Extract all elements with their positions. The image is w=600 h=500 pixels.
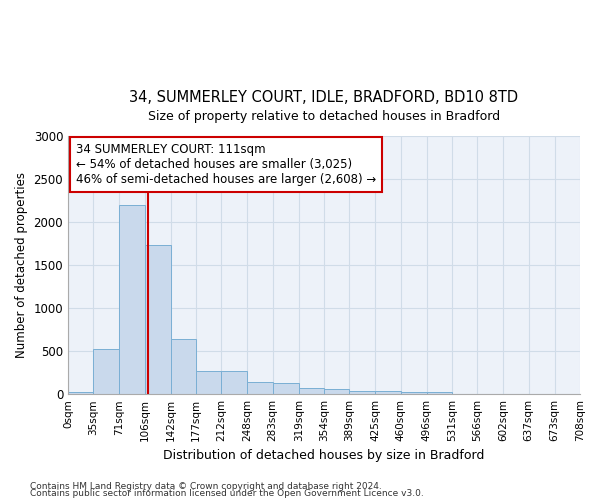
Bar [247, 382, 272, 394]
Bar [68, 392, 94, 394]
Bar [119, 205, 145, 394]
Bar [171, 339, 196, 394]
Bar [94, 350, 119, 394]
Bar [272, 384, 299, 394]
Y-axis label: Number of detached properties: Number of detached properties [15, 172, 28, 358]
Text: 34 SUMMERLEY COURT: 111sqm
← 54% of detached houses are smaller (3,025)
46% of s: 34 SUMMERLEY COURT: 111sqm ← 54% of deta… [76, 142, 376, 186]
Text: 34, SUMMERLEY COURT, IDLE, BRADFORD, BD10 8TD: 34, SUMMERLEY COURT, IDLE, BRADFORD, BD1… [130, 90, 518, 105]
Bar [221, 372, 247, 394]
Text: Size of property relative to detached houses in Bradford: Size of property relative to detached ho… [148, 110, 500, 124]
Text: Contains HM Land Registry data © Crown copyright and database right 2024.: Contains HM Land Registry data © Crown c… [30, 482, 382, 491]
Bar [324, 388, 349, 394]
X-axis label: Distribution of detached houses by size in Bradford: Distribution of detached houses by size … [163, 450, 485, 462]
Bar [349, 390, 376, 394]
Bar [376, 391, 401, 394]
Bar [145, 244, 171, 394]
Bar [299, 388, 324, 394]
Bar [401, 392, 427, 394]
Text: Contains public sector information licensed under the Open Government Licence v3: Contains public sector information licen… [30, 490, 424, 498]
Bar [196, 372, 221, 394]
Bar [427, 392, 452, 394]
